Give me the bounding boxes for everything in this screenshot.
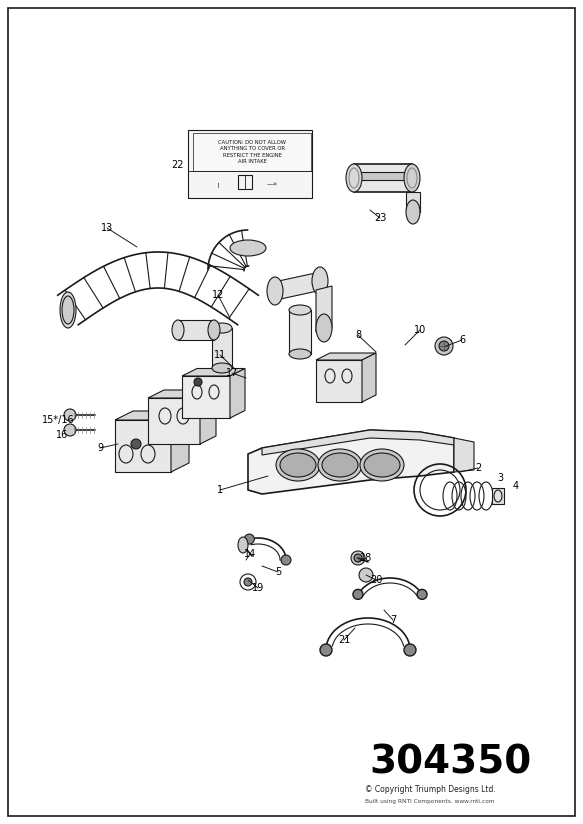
Polygon shape (182, 368, 245, 376)
Ellipse shape (351, 551, 365, 565)
Text: 15*/16: 15*/16 (42, 415, 74, 425)
Ellipse shape (346, 164, 362, 192)
Text: 2: 2 (475, 463, 481, 473)
Text: 11: 11 (214, 350, 226, 360)
Ellipse shape (244, 534, 254, 544)
Bar (289, 310, 311, 354)
Polygon shape (274, 272, 322, 300)
Bar (178, 320, 214, 340)
Text: 304350: 304350 (369, 743, 531, 781)
Ellipse shape (359, 568, 373, 582)
Text: 1: 1 (217, 485, 223, 495)
Polygon shape (200, 390, 216, 444)
Polygon shape (182, 376, 230, 418)
Polygon shape (454, 438, 474, 472)
Text: Built using RNTI Components. www.rnti.com: Built using RNTI Components. www.rnti.co… (366, 799, 495, 804)
Text: © Copyright Triumph Designs Ltd.: © Copyright Triumph Designs Ltd. (364, 785, 496, 794)
Ellipse shape (312, 267, 328, 295)
Ellipse shape (208, 320, 220, 340)
Text: 12: 12 (212, 290, 224, 300)
Ellipse shape (316, 314, 332, 342)
Polygon shape (362, 353, 376, 402)
Text: 9: 9 (97, 443, 103, 453)
Ellipse shape (60, 292, 76, 328)
Polygon shape (316, 353, 376, 360)
Text: 17: 17 (226, 368, 238, 378)
Text: 21: 21 (338, 635, 350, 645)
Text: 10: 10 (414, 325, 426, 335)
Polygon shape (248, 430, 454, 494)
Text: 18: 18 (360, 553, 372, 563)
Text: 20: 20 (370, 575, 382, 585)
Ellipse shape (230, 240, 266, 256)
Ellipse shape (64, 409, 76, 421)
Ellipse shape (318, 449, 362, 481)
Bar (188, 130, 312, 198)
Ellipse shape (238, 537, 248, 553)
Polygon shape (316, 286, 332, 332)
Ellipse shape (360, 449, 404, 481)
Text: 5: 5 (275, 567, 281, 577)
Text: —»: —» (266, 181, 278, 187)
Ellipse shape (64, 424, 76, 436)
Ellipse shape (172, 320, 184, 340)
Ellipse shape (320, 644, 332, 656)
Text: 19: 19 (252, 583, 264, 593)
Ellipse shape (267, 277, 283, 305)
Polygon shape (148, 390, 216, 398)
Polygon shape (262, 430, 454, 455)
Ellipse shape (276, 449, 320, 481)
Ellipse shape (322, 453, 358, 477)
Ellipse shape (289, 305, 311, 315)
Text: !: ! (216, 183, 219, 189)
Ellipse shape (131, 439, 141, 449)
Ellipse shape (364, 453, 400, 477)
Ellipse shape (435, 337, 453, 355)
Polygon shape (354, 164, 412, 192)
Bar (212, 328, 232, 368)
Ellipse shape (404, 644, 416, 656)
Ellipse shape (406, 200, 420, 224)
Ellipse shape (212, 323, 232, 333)
Bar (193, 133, 311, 171)
Ellipse shape (404, 164, 420, 192)
Text: 8: 8 (355, 330, 361, 340)
Text: 4: 4 (513, 481, 519, 491)
Polygon shape (115, 420, 171, 472)
Ellipse shape (354, 554, 362, 562)
Polygon shape (148, 398, 200, 444)
Text: 7: 7 (390, 615, 396, 625)
Polygon shape (230, 368, 245, 418)
Bar (492, 488, 504, 504)
Ellipse shape (244, 578, 252, 586)
Polygon shape (171, 411, 189, 472)
Text: 13: 13 (101, 223, 113, 233)
Ellipse shape (353, 589, 363, 599)
Text: 6: 6 (459, 335, 465, 345)
Text: 16: 16 (56, 430, 68, 440)
Text: 23: 23 (374, 213, 386, 223)
Ellipse shape (194, 378, 202, 386)
Ellipse shape (417, 589, 427, 599)
Text: 22: 22 (172, 160, 184, 170)
Ellipse shape (289, 349, 311, 359)
Text: 3: 3 (497, 473, 503, 483)
Ellipse shape (439, 341, 449, 351)
Ellipse shape (280, 453, 316, 477)
Text: CAUTION: DO NOT ALLOW
ANYTHING TO COVER OR
RESTRICT THE ENGINE
AIR INTAKE: CAUTION: DO NOT ALLOW ANYTHING TO COVER … (218, 139, 286, 165)
Ellipse shape (281, 555, 291, 565)
Polygon shape (115, 411, 189, 420)
Text: 14: 14 (244, 549, 256, 559)
Bar (238, 175, 252, 189)
Ellipse shape (62, 296, 74, 324)
Ellipse shape (212, 363, 232, 373)
Polygon shape (316, 360, 362, 402)
Polygon shape (354, 172, 412, 180)
Polygon shape (406, 192, 420, 212)
